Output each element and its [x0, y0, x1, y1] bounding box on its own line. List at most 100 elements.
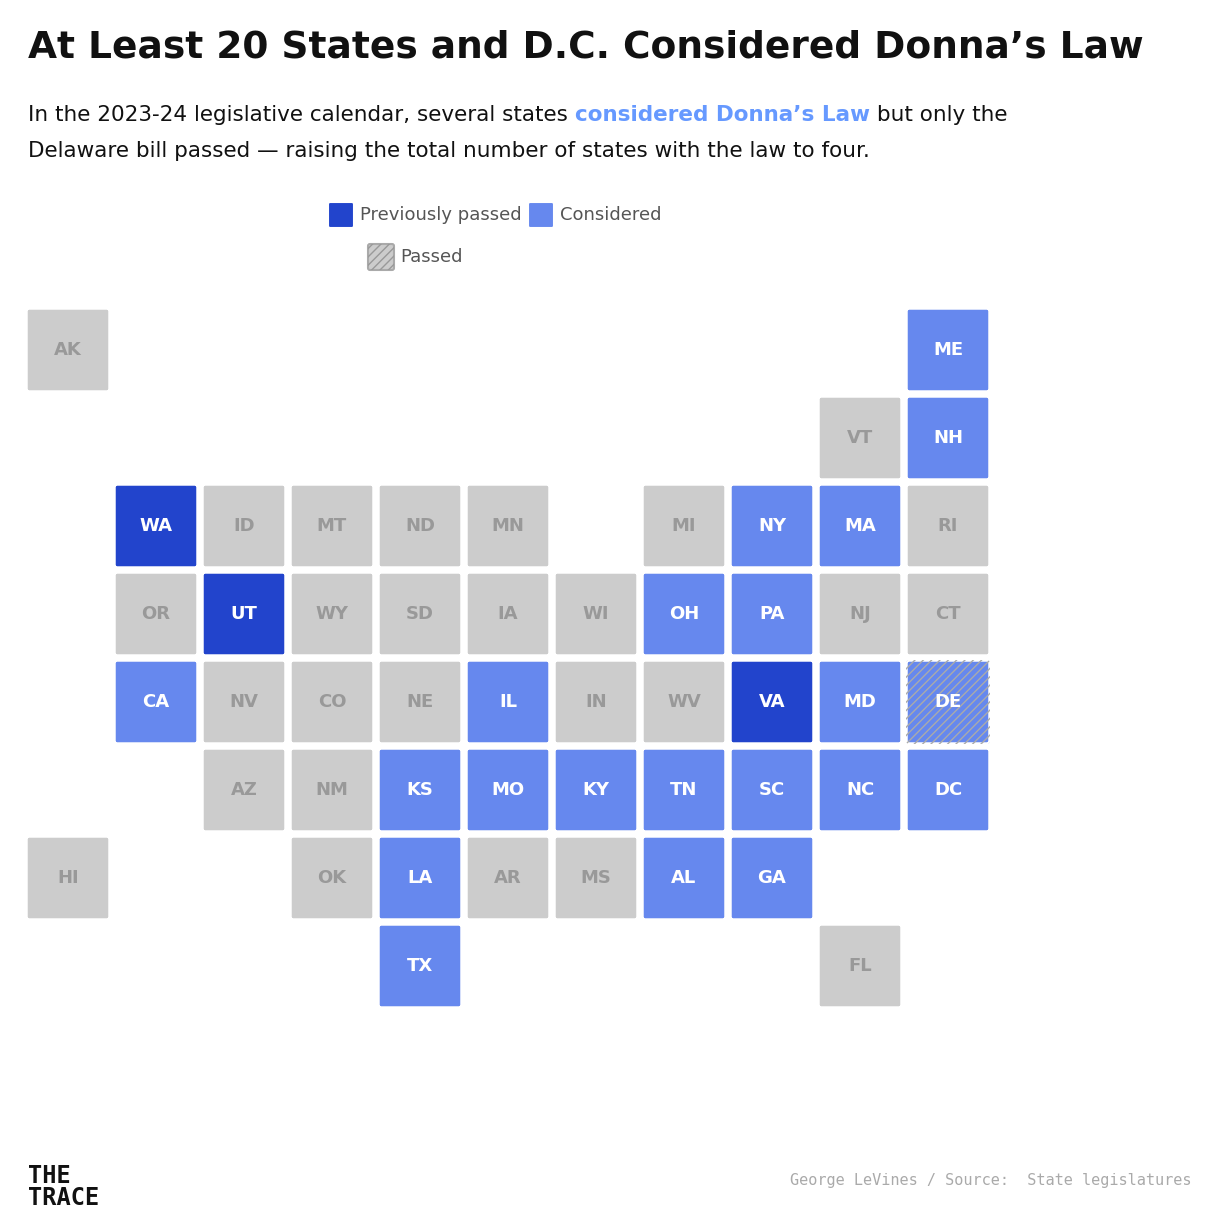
FancyBboxPatch shape: [554, 660, 638, 744]
Text: TN: TN: [670, 781, 698, 799]
Text: considered Donna’s Law: considered Donna’s Law: [575, 105, 870, 125]
FancyBboxPatch shape: [378, 572, 462, 655]
FancyBboxPatch shape: [466, 748, 550, 832]
Text: DE: DE: [935, 693, 961, 711]
Text: DC: DC: [933, 781, 963, 799]
Text: ND: ND: [405, 517, 436, 535]
FancyBboxPatch shape: [906, 396, 989, 480]
Text: MT: MT: [317, 517, 348, 535]
Text: AR: AR: [494, 869, 522, 886]
FancyBboxPatch shape: [817, 572, 902, 655]
FancyBboxPatch shape: [817, 748, 902, 832]
FancyBboxPatch shape: [290, 660, 375, 744]
FancyBboxPatch shape: [730, 660, 814, 744]
Text: NC: NC: [845, 781, 874, 799]
FancyBboxPatch shape: [203, 748, 285, 832]
Text: ME: ME: [933, 340, 963, 359]
Text: OR: OR: [142, 606, 171, 623]
FancyBboxPatch shape: [817, 924, 902, 1008]
FancyBboxPatch shape: [290, 748, 375, 832]
FancyBboxPatch shape: [203, 572, 285, 655]
FancyBboxPatch shape: [554, 572, 638, 655]
FancyBboxPatch shape: [528, 202, 554, 229]
FancyBboxPatch shape: [817, 396, 902, 480]
FancyBboxPatch shape: [290, 837, 375, 921]
FancyBboxPatch shape: [554, 748, 638, 832]
FancyBboxPatch shape: [378, 924, 462, 1008]
Text: In the 2023-24 legislative calendar, several states: In the 2023-24 legislative calendar, sev…: [28, 105, 575, 125]
Text: PA: PA: [759, 606, 784, 623]
FancyBboxPatch shape: [466, 660, 550, 744]
FancyBboxPatch shape: [642, 572, 726, 655]
Text: MD: MD: [843, 693, 876, 711]
Text: MO: MO: [492, 781, 525, 799]
FancyBboxPatch shape: [817, 484, 902, 568]
Text: UT: UT: [231, 606, 257, 623]
Text: NE: NE: [406, 693, 433, 711]
Text: Previously passed: Previously passed: [360, 206, 522, 224]
FancyBboxPatch shape: [378, 484, 462, 568]
Text: NY: NY: [758, 517, 786, 535]
Text: OH: OH: [669, 606, 699, 623]
Text: SC: SC: [759, 781, 786, 799]
Text: RI: RI: [938, 517, 958, 535]
Text: NH: NH: [933, 429, 963, 447]
Text: WY: WY: [316, 606, 349, 623]
Text: THE
TRACE: THE TRACE: [28, 1164, 99, 1210]
Text: AK: AK: [54, 340, 82, 359]
Text: LA: LA: [407, 869, 433, 886]
Text: CO: CO: [317, 693, 346, 711]
Text: NM: NM: [316, 781, 349, 799]
FancyBboxPatch shape: [328, 202, 354, 229]
FancyBboxPatch shape: [113, 660, 198, 744]
Text: SD: SD: [406, 606, 434, 623]
Text: VT: VT: [847, 429, 874, 447]
Text: VA: VA: [759, 693, 786, 711]
FancyBboxPatch shape: [378, 660, 462, 744]
Text: CA: CA: [143, 693, 170, 711]
Text: IA: IA: [498, 606, 518, 623]
Text: MI: MI: [672, 517, 697, 535]
FancyBboxPatch shape: [906, 572, 989, 655]
Text: AZ: AZ: [231, 781, 257, 799]
Text: Delaware bill passed — raising the total number of states with the law to four.: Delaware bill passed — raising the total…: [28, 141, 870, 161]
Text: At Least 20 States and D.C. Considered Donna’s Law: At Least 20 States and D.C. Considered D…: [28, 30, 1143, 66]
Text: HI: HI: [57, 869, 79, 886]
FancyBboxPatch shape: [906, 660, 989, 744]
FancyBboxPatch shape: [642, 837, 726, 921]
FancyBboxPatch shape: [730, 748, 814, 832]
Text: ID: ID: [233, 517, 255, 535]
Text: GA: GA: [758, 869, 787, 886]
Text: George LeVines / Source:  State legislatures: George LeVines / Source: State legislatu…: [791, 1173, 1192, 1188]
Text: WI: WI: [583, 606, 609, 623]
Text: MN: MN: [492, 517, 525, 535]
Text: OK: OK: [317, 869, 346, 886]
FancyBboxPatch shape: [113, 572, 198, 655]
FancyBboxPatch shape: [730, 484, 814, 568]
Text: Considered: Considered: [560, 206, 661, 224]
FancyBboxPatch shape: [730, 837, 814, 921]
FancyBboxPatch shape: [290, 572, 375, 655]
Text: IN: IN: [586, 693, 606, 711]
Text: FL: FL: [848, 957, 872, 975]
Text: MS: MS: [581, 869, 611, 886]
FancyBboxPatch shape: [466, 484, 550, 568]
Text: WA: WA: [139, 517, 172, 535]
FancyBboxPatch shape: [906, 748, 989, 832]
Text: KS: KS: [406, 781, 433, 799]
FancyBboxPatch shape: [466, 572, 550, 655]
FancyBboxPatch shape: [26, 308, 110, 392]
FancyBboxPatch shape: [26, 837, 110, 921]
FancyBboxPatch shape: [730, 572, 814, 655]
Text: IL: IL: [499, 693, 517, 711]
FancyBboxPatch shape: [203, 660, 285, 744]
FancyBboxPatch shape: [368, 244, 394, 270]
FancyBboxPatch shape: [113, 484, 198, 568]
FancyBboxPatch shape: [642, 484, 726, 568]
Text: Passed: Passed: [400, 248, 462, 266]
FancyBboxPatch shape: [378, 837, 462, 921]
Text: MA: MA: [844, 517, 876, 535]
Text: NV: NV: [229, 693, 259, 711]
FancyBboxPatch shape: [290, 484, 375, 568]
FancyBboxPatch shape: [554, 837, 638, 921]
